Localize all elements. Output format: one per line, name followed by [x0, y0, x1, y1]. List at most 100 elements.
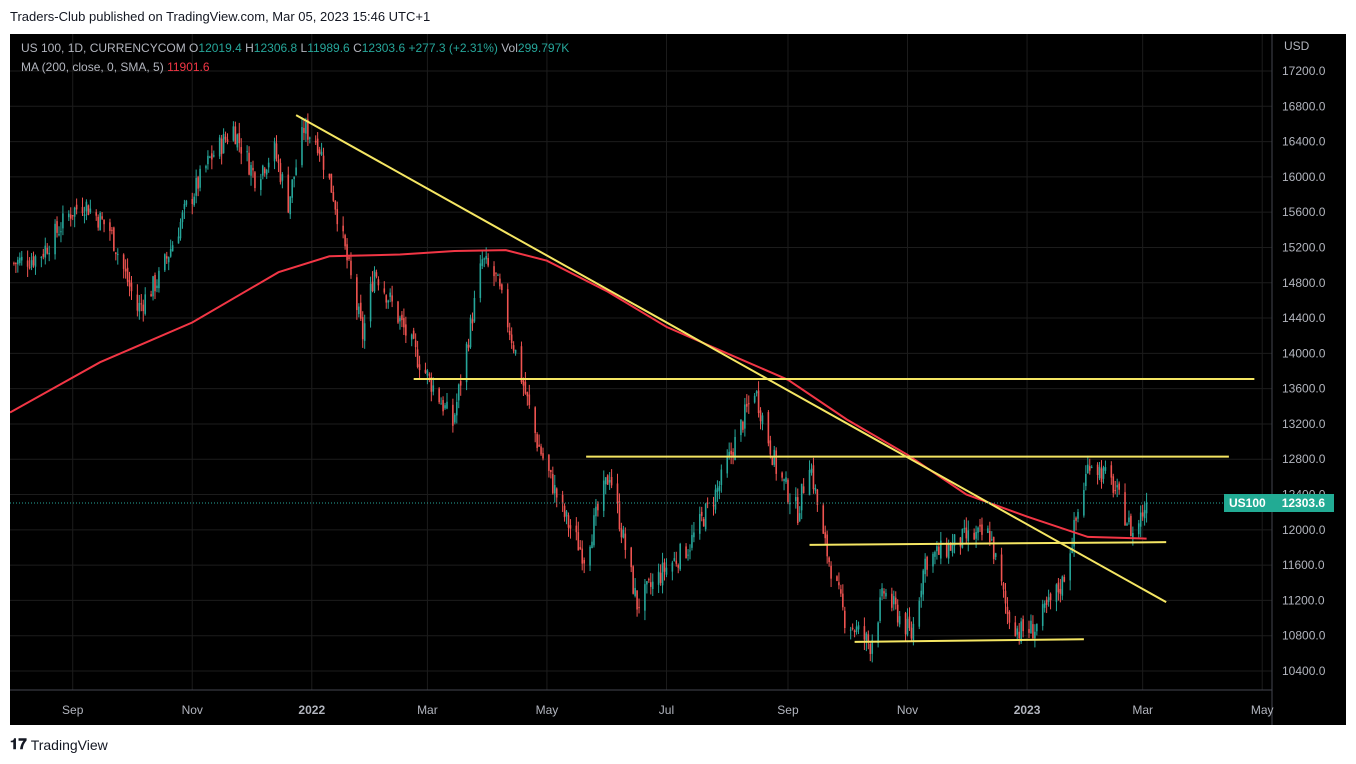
candle-body [399, 317, 401, 322]
candle-body [581, 548, 584, 564]
footer-brand[interactable]: 𝟏𝟕 TradingView [10, 736, 108, 753]
candle [185, 199, 188, 207]
candle-body [1130, 515, 1132, 537]
candle-body [487, 257, 489, 266]
candle [891, 587, 893, 612]
candle-body [412, 330, 415, 339]
candle-body [1045, 599, 1048, 605]
candle [836, 575, 838, 582]
candle [459, 374, 462, 396]
candle [71, 215, 74, 221]
candle-body [867, 634, 870, 643]
candle-body [934, 551, 936, 557]
candle-body [363, 323, 366, 341]
candle-body [1116, 485, 1118, 488]
candle-body [730, 450, 732, 455]
candle-body [718, 486, 721, 491]
candle [124, 259, 127, 279]
y-tick-label: 11200.0 [1282, 593, 1325, 607]
candle-body [332, 192, 335, 201]
candle [624, 527, 627, 559]
candle-body [62, 213, 64, 229]
y-tick-label: 16000.0 [1282, 170, 1326, 184]
candle [789, 493, 791, 515]
candle [720, 464, 723, 493]
candle-body [497, 274, 499, 276]
candle-body [34, 256, 37, 267]
candle-body [414, 340, 417, 348]
candle [1130, 513, 1132, 537]
candle [1083, 482, 1085, 518]
candle-body [863, 626, 866, 640]
candle-body [595, 506, 597, 517]
candle-body [761, 415, 764, 425]
candle-body [1137, 523, 1140, 535]
candle [671, 560, 674, 581]
candle-body [1112, 476, 1115, 493]
candle-body [1008, 611, 1011, 623]
candle-body [881, 588, 883, 597]
candle [383, 281, 386, 295]
candle-body [320, 151, 323, 155]
candle-body [553, 485, 556, 494]
tradingview-wordmark: TradingView [30, 736, 108, 753]
candle-body [853, 630, 856, 633]
candle-body [528, 394, 531, 406]
candle-body [303, 127, 305, 133]
candle [309, 136, 311, 144]
candle-body [442, 400, 444, 412]
candle [908, 607, 911, 631]
y-tick-label: 10400.0 [1282, 664, 1326, 678]
candle-body [1102, 467, 1105, 479]
candle-body [1118, 483, 1120, 490]
candle-body [403, 318, 405, 328]
candle [205, 164, 207, 173]
candle-body [597, 503, 599, 511]
candle-body [454, 414, 456, 423]
candle-body [222, 134, 225, 154]
candle-body [405, 324, 407, 336]
candle-body [542, 453, 544, 459]
candle [144, 287, 147, 316]
candle [279, 158, 282, 185]
candle [69, 207, 72, 227]
candle-body [548, 454, 550, 471]
candle [136, 284, 139, 317]
candle [885, 588, 887, 600]
candle-body [42, 253, 45, 257]
candle [597, 501, 599, 517]
candle [1126, 522, 1128, 526]
candle-body [526, 392, 529, 397]
candle-body [73, 207, 76, 217]
moving-average-line [9, 249, 1147, 540]
x-tick-label: Sep [777, 703, 799, 717]
chart-area[interactable]: 17200.0 16800.0 16400.0 16000.0 15600.0 15200… [9, 34, 1346, 725]
legend-open-label: O [189, 41, 199, 55]
candle [787, 478, 789, 505]
candle [1016, 625, 1019, 640]
candle [920, 583, 923, 608]
candle [1000, 547, 1003, 586]
candle-body [246, 151, 248, 153]
candle [808, 460, 811, 496]
candle [602, 470, 605, 518]
candle [796, 488, 799, 526]
legend-ma-label: MA (200, close, 0, SMA, 5) [21, 60, 164, 74]
candle-body [953, 534, 956, 546]
candle [1002, 581, 1005, 598]
candle [867, 630, 870, 650]
price-chart[interactable]: 17200.0 16800.0 16400.0 16000.0 15600.0 15200… [9, 34, 1346, 725]
candle [892, 590, 895, 611]
candle-body [467, 344, 470, 348]
candle-body [205, 166, 207, 169]
candle-body [716, 487, 719, 493]
candle [401, 311, 403, 328]
candle-body [385, 295, 388, 303]
candle-body [591, 541, 593, 549]
candle-body [842, 593, 844, 608]
candle-body [452, 404, 454, 426]
candle-body [840, 589, 842, 594]
candle-body [261, 165, 264, 176]
candle [898, 610, 901, 628]
candle-body [328, 173, 331, 178]
